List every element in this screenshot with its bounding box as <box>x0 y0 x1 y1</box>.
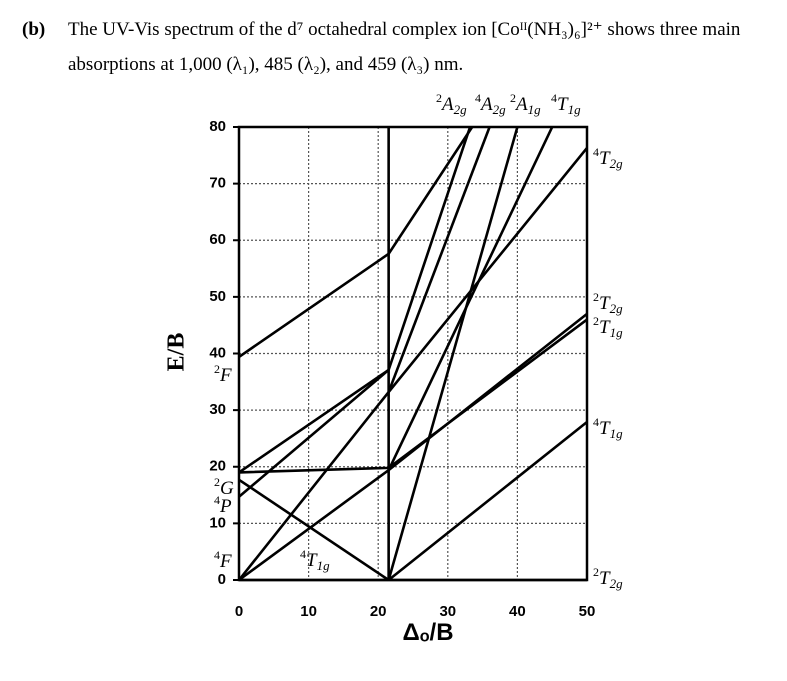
term-spin: 2 <box>593 565 599 579</box>
term-spin: 2 <box>436 91 442 105</box>
term-spin: 2 <box>593 290 599 304</box>
y-tick-label: 10 <box>209 514 226 531</box>
term-label: 2A2g <box>436 91 467 117</box>
term-subscript: 1g <box>317 558 331 573</box>
term-symbol: P <box>219 496 232 517</box>
term-subscript: 2g <box>610 301 624 316</box>
y-tick-label: 60 <box>209 231 226 248</box>
term-spin: 4 <box>214 493 220 507</box>
term-label: 4T2g <box>593 145 623 171</box>
x-axis-label: Δₒ/B <box>402 619 453 646</box>
term-subscript: 2g <box>610 156 624 171</box>
term-symbol: T <box>599 317 611 338</box>
question-label: (b) <box>22 19 46 40</box>
energy-line <box>387 126 554 471</box>
term-subscript: 2g <box>454 102 468 117</box>
term-subscript: 1g <box>610 325 624 340</box>
y-tick-label: 70 <box>209 175 226 192</box>
term-spin: 4 <box>475 91 481 105</box>
question: (b) The UV-Vis spectrum of the d⁷ octahe… <box>22 12 782 82</box>
term-spin: 4 <box>214 548 220 562</box>
term-label: 2F <box>214 362 232 387</box>
term-spin: 2 <box>214 362 220 376</box>
term-symbol: A <box>479 94 493 115</box>
x-tick-label: 30 <box>439 603 456 620</box>
term-symbol: A <box>514 94 528 115</box>
term-spin: 4 <box>593 145 599 159</box>
term-symbol: T <box>599 418 611 439</box>
term-label: 2T1g <box>593 314 623 340</box>
term-symbol: T <box>306 550 318 571</box>
term-subscript: 2g <box>493 102 507 117</box>
term-label: 4T1g <box>593 415 623 441</box>
term-subscript: 1g <box>568 102 582 117</box>
energy-line <box>387 126 491 393</box>
term-spin: 2 <box>593 314 599 328</box>
y-tick-label: 0 <box>218 571 226 588</box>
energy-line <box>238 368 390 474</box>
term-label: 2T2g <box>593 290 623 316</box>
term-spin: 2 <box>510 91 516 105</box>
y-tick-label: 30 <box>209 401 226 418</box>
term-label: 2T2g <box>593 565 623 591</box>
y-tick-label: 50 <box>209 288 226 305</box>
x-tick-label: 0 <box>235 603 243 620</box>
term-label: 4T1g <box>300 547 330 573</box>
question-text: The UV-Vis spectrum of the d⁷ octahedral… <box>68 19 741 75</box>
energy-line <box>387 126 519 581</box>
term-subscript: 2g <box>610 576 624 591</box>
term-spin: 2 <box>214 475 220 489</box>
term-label: 2G <box>214 475 234 500</box>
energy-line <box>238 478 390 582</box>
term-symbol: T <box>599 293 611 314</box>
term-spin: 4 <box>551 91 557 105</box>
term-label: 4F <box>214 548 232 573</box>
term-spin: 4 <box>593 415 599 429</box>
y-tick-label: 80 <box>209 118 226 135</box>
y-tick-label: 40 <box>209 344 226 361</box>
term-symbol: G <box>220 478 234 499</box>
term-symbol: T <box>599 148 611 169</box>
term-symbol: T <box>557 94 569 115</box>
x-tick-label: 50 <box>579 603 596 620</box>
term-symbol: T <box>599 568 611 589</box>
term-label: 4P <box>214 493 232 518</box>
term-label: 4A2g <box>475 91 506 117</box>
x-tick-label: 10 <box>300 603 317 620</box>
x-tick-label: 40 <box>509 603 526 620</box>
term-label: 4T1g <box>551 91 581 117</box>
term-label: 2A1g <box>510 91 541 117</box>
term-symbol: A <box>440 94 454 115</box>
y-axis-label: E/B <box>164 333 190 372</box>
x-tick-label: 20 <box>370 603 387 620</box>
energy-line <box>238 318 588 474</box>
energy-line <box>238 126 474 358</box>
term-symbol: F <box>219 365 232 386</box>
y-tick-label: 20 <box>209 458 226 475</box>
term-spin: 4 <box>300 547 306 561</box>
term-subscript: 1g <box>610 426 624 441</box>
term-symbol: F <box>219 551 232 572</box>
term-subscript: 1g <box>528 102 542 117</box>
energy-line <box>387 420 588 582</box>
